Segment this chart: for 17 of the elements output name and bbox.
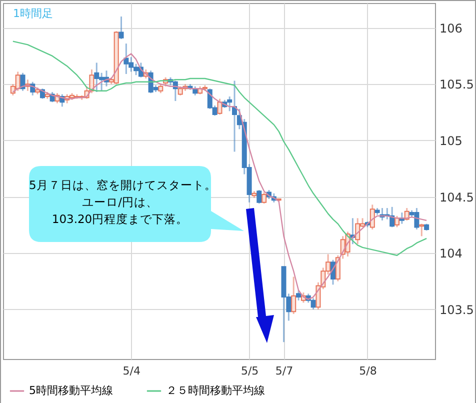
annotation: 103.20円程度まで下落。 xyxy=(50,211,190,228)
x-tick-label: 5/5 xyxy=(240,364,259,378)
line-series xyxy=(12,40,428,256)
y-tick-label: 104.5 xyxy=(440,190,474,204)
legend-label: 5時間移動平均線 xyxy=(29,384,113,397)
y-tick-label: 103.5 xyxy=(440,302,474,317)
annotation: 1時間足 xyxy=(13,6,53,21)
y-tick-label: 106 xyxy=(440,21,462,36)
y-tick-label: 104 xyxy=(440,246,462,261)
y-tick-label: 105.5 xyxy=(440,78,474,92)
annotation: 5月７日は、窓を開けてスタート。 xyxy=(29,177,216,194)
annotation: ユーロ/円は、 xyxy=(81,194,159,211)
y-tick-label: 105 xyxy=(440,134,462,148)
x-tick-label: 5/4 xyxy=(122,364,140,378)
x-tick-label: 5/7 xyxy=(275,364,294,378)
legend-label: ２５時間移動平均線 xyxy=(166,384,265,397)
x-tick-label: 5/8 xyxy=(359,364,377,378)
